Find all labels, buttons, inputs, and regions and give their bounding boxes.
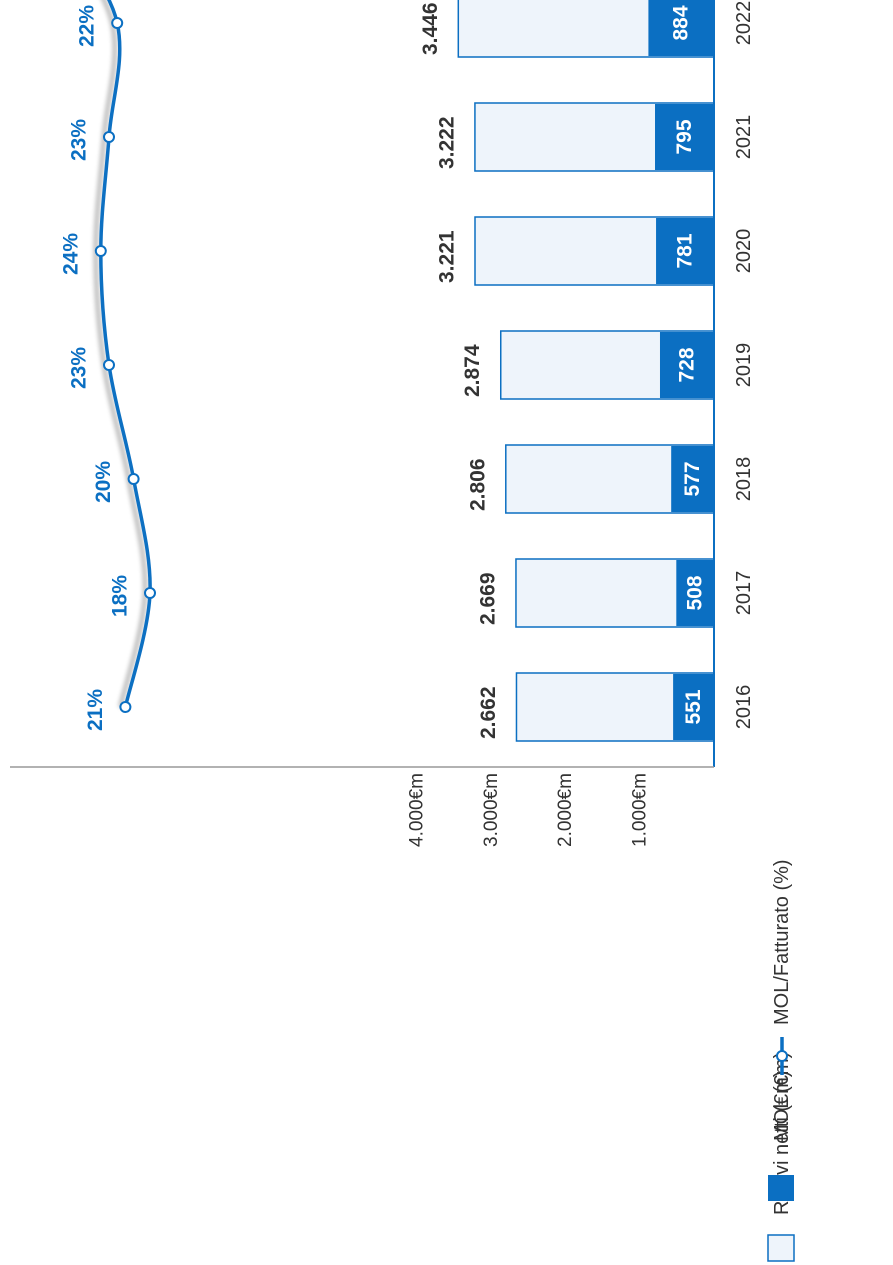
legend-swatch-revenue bbox=[767, 1234, 795, 1262]
mol-value-label: 551 bbox=[682, 689, 705, 724]
revenue-value-label: 2.874 bbox=[461, 344, 484, 397]
labels-layer: 2.662 551 2016 2.669 508 2017 2.806 577 2018 2.87… bbox=[59, 1, 755, 847]
ratio-value-label: 18% bbox=[109, 575, 132, 617]
mol-bar bbox=[659, 332, 714, 398]
ratio-point bbox=[103, 359, 115, 371]
legend-label-ratio: MOL/Fatturato (%) bbox=[771, 859, 793, 1025]
ratio-point bbox=[119, 701, 132, 713]
category-tick-label: 2020 bbox=[733, 229, 755, 274]
category-tick-label: 2018 bbox=[733, 457, 755, 502]
legend-swatch-ratio-point bbox=[776, 1050, 788, 1062]
axis-layer bbox=[10, 0, 715, 768]
revenue-value-label: 2.662 bbox=[477, 686, 500, 739]
mol-value-label: 728 bbox=[675, 347, 698, 382]
category-tick-label: 2019 bbox=[733, 343, 755, 388]
value-tick-label: 3.000€m bbox=[481, 773, 502, 847]
ratio-value-label: 23% bbox=[68, 119, 91, 161]
revenue-value-label: 3.446 bbox=[419, 2, 442, 55]
legend-label-mol: MOL (€m) bbox=[771, 1052, 793, 1141]
legend-swatch-mol bbox=[768, 1175, 794, 1201]
bars-layer bbox=[457, 0, 715, 742]
value-tick-label: 1.000€m bbox=[629, 773, 650, 847]
ratio-point bbox=[94, 245, 107, 257]
value-tick-label: 4.000€m bbox=[407, 773, 428, 847]
ratio-value-label: 23% bbox=[68, 347, 91, 389]
mol-value-label: 781 bbox=[674, 233, 697, 268]
category-tick-label: 2021 bbox=[733, 115, 755, 160]
revenue-value-label: 3.221 bbox=[436, 230, 459, 283]
mol-bar bbox=[655, 104, 714, 170]
legend: Ricavi netti (€m)MOL (€m)MOL/Fatturato (… bbox=[767, 859, 795, 1262]
mol-bar bbox=[673, 674, 714, 740]
revenue-value-label: 3.222 bbox=[435, 116, 458, 169]
ratio-value-label: 22% bbox=[76, 5, 99, 47]
mol-bar bbox=[671, 446, 714, 512]
value-tick-label: 2.000€m bbox=[555, 773, 576, 847]
mol-value-label: 795 bbox=[673, 119, 696, 154]
line-layer bbox=[94, 0, 156, 713]
mol-bar bbox=[648, 0, 714, 56]
mol-value-label: 884 bbox=[670, 5, 693, 40]
mol-value-label: 577 bbox=[681, 461, 704, 496]
mol-bar bbox=[676, 560, 714, 626]
category-tick-label: 2017 bbox=[733, 571, 755, 616]
ratio-value-label: 21% bbox=[84, 689, 107, 731]
ratio-value-label: 20% bbox=[92, 461, 115, 503]
revenue-value-label: 2.806 bbox=[466, 458, 489, 511]
mol-bar bbox=[656, 218, 714, 284]
revenue-value-label: 2.669 bbox=[476, 572, 499, 625]
ratio-point bbox=[127, 473, 140, 485]
ratio-line bbox=[99, 0, 152, 708]
ratio-point bbox=[144, 587, 156, 599]
category-tick-label: 2022 bbox=[733, 1, 755, 46]
ratio-point bbox=[111, 17, 124, 29]
category-tick-label: 2016 bbox=[733, 685, 755, 730]
mol-value-label: 508 bbox=[684, 575, 707, 610]
ratio-point bbox=[103, 131, 115, 143]
ratio-value-label: 24% bbox=[59, 233, 82, 275]
